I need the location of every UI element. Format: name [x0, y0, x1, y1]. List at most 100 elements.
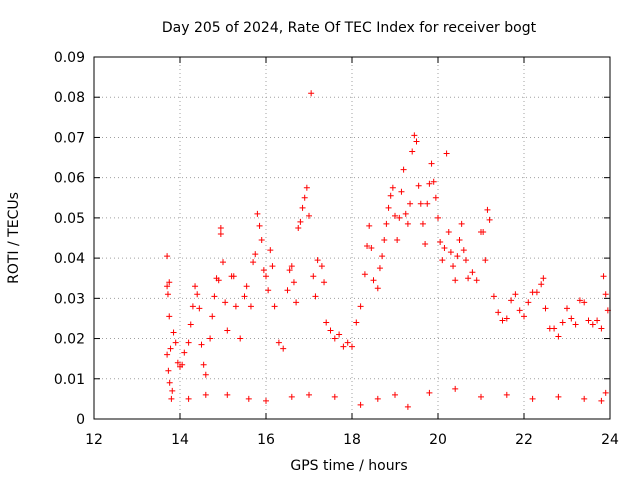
data-point	[376, 265, 383, 272]
data-point	[353, 319, 360, 326]
y-tick-label: 0.09	[54, 50, 85, 66]
data-point	[576, 297, 583, 304]
data-point	[533, 289, 540, 296]
grid-lines	[94, 57, 610, 419]
data-point	[252, 251, 259, 258]
data-point	[374, 285, 381, 292]
data-point	[600, 273, 607, 280]
data-point	[499, 317, 506, 324]
data-point	[447, 249, 454, 256]
data-point	[398, 188, 405, 195]
data-point	[170, 329, 177, 336]
data-point	[454, 253, 461, 260]
data-point	[407, 200, 414, 207]
data-point	[200, 361, 207, 368]
data-point	[321, 279, 328, 286]
data-point	[164, 351, 171, 358]
data-point	[209, 313, 216, 320]
data-point	[269, 263, 276, 270]
data-point	[167, 345, 174, 352]
data-point	[220, 259, 226, 266]
data-point	[415, 182, 422, 189]
data-point	[585, 317, 592, 324]
data-point	[598, 397, 605, 404]
data-point	[540, 275, 547, 282]
data-point	[230, 273, 237, 280]
data-point	[288, 393, 295, 400]
data-point	[503, 315, 510, 322]
data-point	[529, 395, 536, 402]
data-point	[166, 279, 173, 286]
data-point	[439, 257, 446, 264]
data-point	[385, 204, 392, 211]
data-point	[314, 257, 321, 264]
data-point	[564, 305, 570, 312]
data-point	[559, 319, 566, 326]
x-tick-label: 20	[429, 432, 447, 448]
data-point	[166, 313, 173, 320]
data-point	[293, 299, 300, 306]
data-point	[402, 210, 409, 217]
y-tick-label: 0.07	[54, 130, 85, 146]
data-point	[443, 150, 450, 157]
data-point	[602, 291, 609, 298]
data-point	[299, 204, 306, 211]
data-point	[247, 303, 254, 310]
data-point	[290, 279, 297, 286]
data-point	[409, 148, 416, 155]
data-point	[411, 132, 418, 139]
data-point	[308, 90, 315, 97]
data-point	[267, 247, 274, 254]
data-point	[424, 200, 431, 207]
data-point	[432, 194, 439, 201]
data-point	[254, 210, 261, 217]
data-point	[450, 263, 457, 270]
data-point	[512, 291, 519, 298]
data-point	[318, 263, 325, 270]
data-point	[478, 393, 484, 400]
data-point	[374, 395, 381, 402]
data-point	[503, 391, 510, 398]
data-point	[217, 230, 224, 237]
data-point	[480, 228, 487, 235]
x-tick-label: 18	[343, 432, 361, 448]
data-point	[396, 214, 403, 221]
data-point	[168, 395, 175, 402]
data-point	[458, 220, 465, 227]
data-point	[217, 224, 224, 231]
data-point	[462, 257, 469, 264]
data-point	[280, 345, 287, 352]
data-point	[185, 395, 192, 402]
data-point	[441, 245, 448, 252]
data-point	[258, 237, 265, 244]
data-point	[202, 391, 209, 398]
data-point	[243, 283, 250, 290]
data-point	[250, 259, 257, 266]
data-point	[452, 277, 459, 284]
data-point	[465, 275, 472, 282]
data-point	[394, 237, 401, 244]
y-tick-label: 0.08	[54, 90, 85, 106]
data-point	[232, 303, 239, 310]
data-point	[508, 297, 515, 304]
data-point	[417, 200, 424, 207]
data-point	[336, 331, 343, 338]
data-point	[295, 224, 302, 231]
data-point	[172, 339, 179, 346]
data-point	[297, 218, 304, 225]
data-point	[392, 391, 398, 398]
data-point	[452, 385, 459, 392]
data-point	[445, 228, 452, 235]
data-point	[166, 379, 173, 386]
data-point	[430, 178, 437, 185]
data-point	[525, 299, 532, 306]
data-point	[357, 303, 364, 310]
data-point	[469, 269, 476, 276]
data-point	[404, 220, 411, 227]
data-point	[486, 216, 493, 223]
x-tick-label: 24	[601, 432, 619, 448]
data-point	[275, 339, 282, 346]
data-point	[169, 387, 176, 394]
data-point	[344, 339, 351, 346]
